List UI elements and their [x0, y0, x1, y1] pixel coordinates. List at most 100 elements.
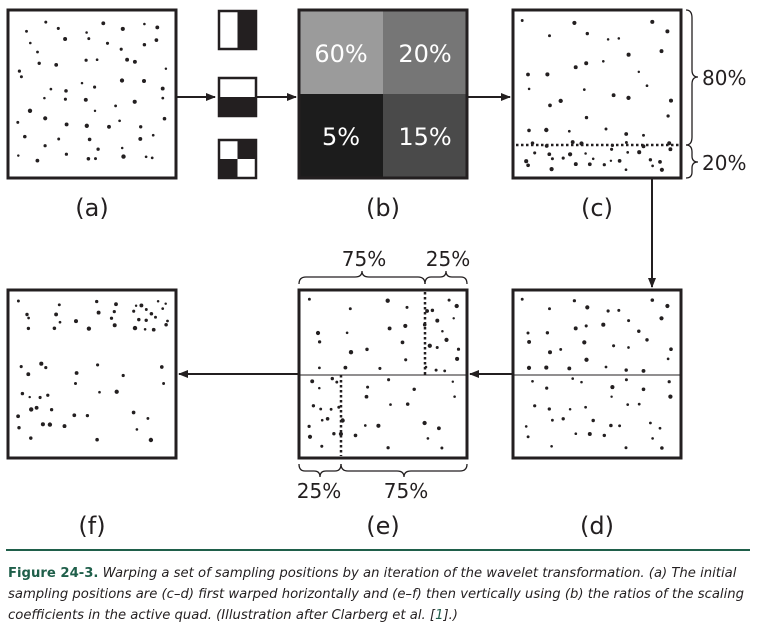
sample-point	[533, 151, 537, 155]
sample-point	[637, 150, 642, 155]
sample-point	[366, 385, 370, 389]
sample-point	[148, 437, 154, 443]
sample-point	[558, 98, 563, 104]
sample-point	[154, 38, 159, 42]
sample-point	[54, 312, 59, 317]
sample-point	[348, 307, 352, 311]
sample-point	[348, 350, 354, 355]
caption-end: ].)	[443, 608, 458, 623]
sample-point	[404, 358, 408, 362]
sample-point	[150, 156, 154, 160]
sample-point	[641, 368, 646, 373]
sample-point	[453, 395, 456, 398]
sample-point	[43, 116, 48, 121]
sample-point	[49, 87, 53, 91]
sample-point	[28, 395, 31, 399]
sample-point	[120, 146, 124, 150]
sample-point	[74, 371, 79, 375]
quad-bottom-left-value: 5%	[322, 123, 360, 151]
sample-point	[311, 404, 316, 408]
sample-point	[85, 31, 88, 34]
sample-point	[520, 297, 524, 301]
sample-point	[386, 446, 390, 450]
sample-point	[665, 29, 670, 34]
panel-e-box	[297, 288, 469, 460]
sample-point	[39, 361, 44, 366]
panel-e-top-brace-left	[298, 270, 426, 285]
sample-point	[526, 435, 530, 439]
sample-point	[584, 115, 589, 120]
panel-f-dots	[16, 299, 169, 443]
sample-point	[624, 368, 628, 372]
sample-point	[119, 78, 125, 83]
sample-point	[544, 365, 549, 370]
sample-point	[101, 21, 106, 26]
sample-point	[610, 147, 614, 151]
sample-point	[139, 303, 144, 308]
sample-point	[63, 97, 67, 101]
sample-point	[602, 60, 605, 63]
sample-point	[74, 382, 77, 385]
panel-c-brace-lower	[685, 144, 699, 179]
sample-point	[427, 343, 432, 348]
caption-figure-label: Figure 24-3.	[8, 566, 99, 581]
sample-point	[47, 422, 53, 427]
sample-point	[329, 407, 333, 411]
sample-point	[63, 37, 68, 41]
quad-bottom-left-cell	[299, 94, 383, 178]
sample-point	[151, 327, 156, 332]
sample-point	[441, 330, 444, 333]
sample-point	[29, 436, 33, 440]
sample-point	[659, 316, 664, 321]
sample-point	[573, 162, 578, 167]
sample-point	[320, 444, 324, 448]
sample-point	[533, 404, 537, 408]
sample-point	[330, 376, 334, 381]
sample-point	[443, 369, 447, 373]
sample-point	[548, 103, 552, 108]
sample-point	[98, 390, 101, 394]
sample-point	[658, 426, 662, 430]
sample-point	[164, 302, 167, 305]
sample-point	[545, 331, 550, 335]
sample-point	[62, 424, 67, 429]
sample-point	[166, 319, 169, 323]
sample-point	[637, 329, 641, 334]
sample-point	[527, 339, 532, 344]
sample-point	[436, 426, 441, 431]
sample-point	[343, 365, 348, 370]
quad-top-left-cell	[299, 10, 383, 94]
panel-e-top-brace-right	[424, 270, 468, 285]
sample-point	[637, 70, 641, 74]
sample-point	[164, 323, 168, 327]
sample-point	[27, 108, 33, 113]
sample-point	[151, 133, 155, 137]
sample-point	[58, 320, 62, 324]
sample-point	[319, 407, 323, 411]
panel-e-bottom-left-percent: 25%	[297, 479, 341, 503]
sample-point	[573, 65, 578, 70]
sample-point	[20, 391, 25, 396]
sample-point	[46, 393, 50, 397]
sample-point	[456, 347, 461, 351]
sample-point	[96, 363, 100, 367]
sample-point	[141, 78, 147, 84]
sample-point	[86, 326, 92, 331]
sample-point	[143, 22, 146, 26]
panel-c-box	[511, 8, 683, 180]
sample-point	[587, 162, 592, 167]
sample-point	[551, 418, 554, 422]
sample-point	[561, 417, 565, 421]
panel-d-label: (d)	[580, 512, 614, 540]
sample-point	[132, 59, 137, 64]
sample-point	[610, 395, 613, 398]
sample-point	[64, 122, 69, 127]
sample-point	[85, 413, 90, 418]
sample-point	[161, 96, 165, 100]
sample-point	[435, 345, 439, 350]
sample-point	[93, 109, 97, 113]
sample-point	[666, 114, 670, 118]
sample-point	[549, 167, 554, 172]
sample-point	[550, 157, 554, 161]
sample-point	[604, 365, 608, 369]
